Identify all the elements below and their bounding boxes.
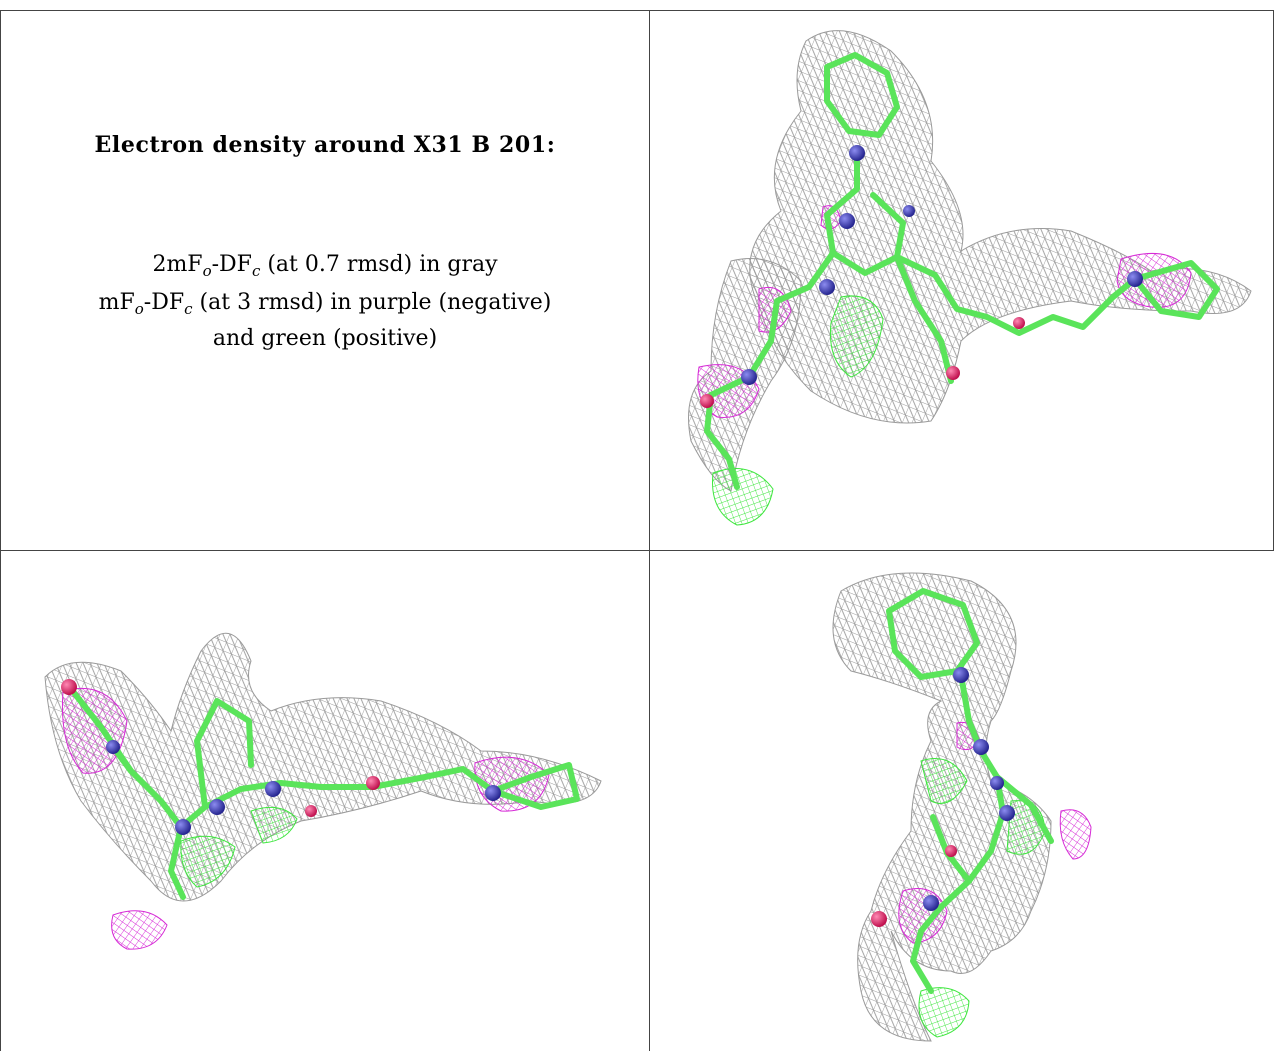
density-view-bottom-right <box>832 572 1092 1042</box>
ligand-atoms <box>871 667 1015 927</box>
table-border-middle <box>649 10 650 1051</box>
caption-line-mfo: mFo-DFc (at 3 rmsd) in purple (negative) <box>98 290 552 318</box>
ligand-bonds <box>68 686 580 900</box>
green-mesh-positive <box>180 806 298 888</box>
caption-cell: Electron density around X31 B 201: 2mFo-… <box>0 10 650 550</box>
green-mesh-positive <box>712 295 884 526</box>
caption-title: Electron density around X31 B 201: <box>94 132 556 158</box>
density-view-top-right <box>688 30 1252 526</box>
gray-mesh-2mfo <box>832 572 1052 1042</box>
caption-line-2mfo: 2mFo-DFc (at 0.7 rmsd) in gray <box>152 252 498 280</box>
ligand-atoms <box>61 679 501 835</box>
caption-line-green: and green (positive) <box>212 326 438 351</box>
density-view-bottom-left <box>44 632 602 950</box>
green-mesh-positive <box>918 758 1046 1038</box>
table-border-top <box>0 10 1274 11</box>
table-row-divider <box>0 550 1274 551</box>
table-border-left <box>0 10 1 1051</box>
ligand-atoms <box>700 145 1143 408</box>
